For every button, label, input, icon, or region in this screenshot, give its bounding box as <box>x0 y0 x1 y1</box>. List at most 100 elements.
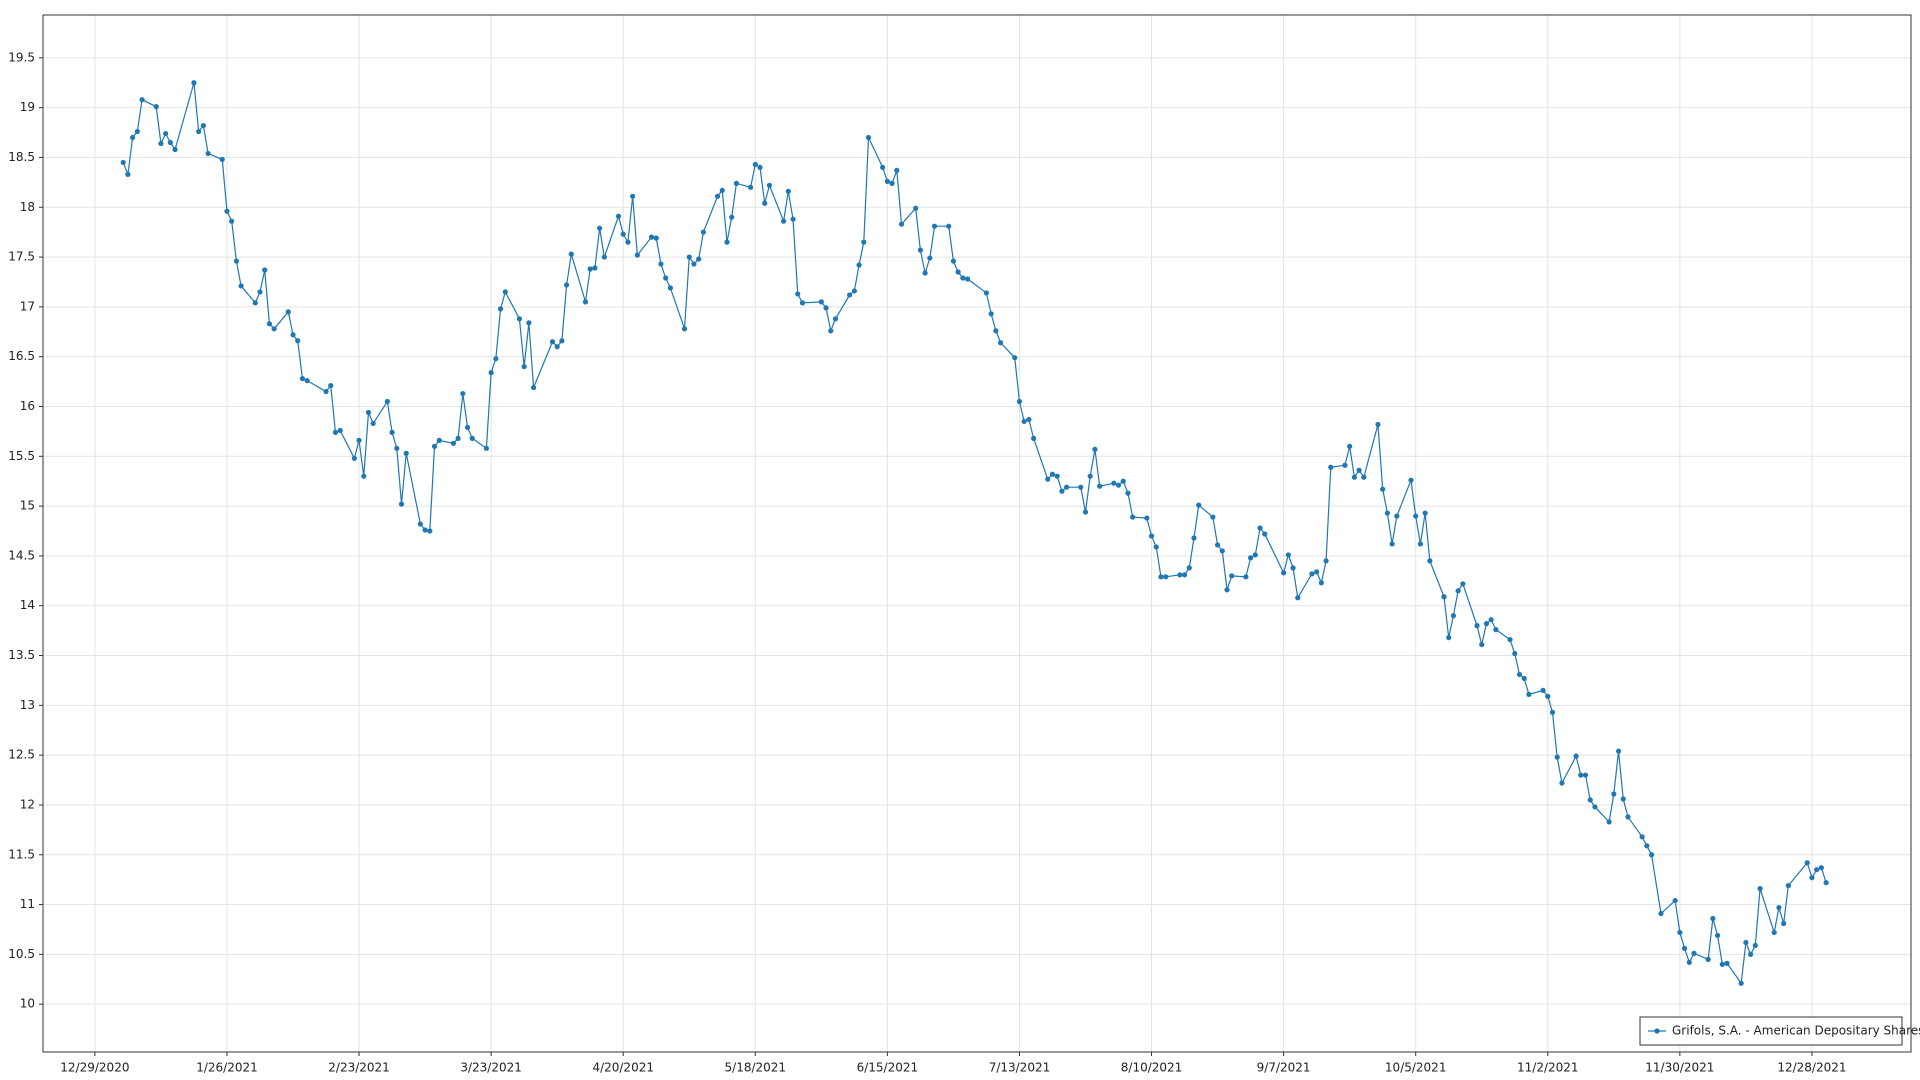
data-point <box>931 223 938 229</box>
data-point <box>455 435 461 441</box>
data-point <box>417 521 423 527</box>
data-point <box>747 184 754 190</box>
data-point <box>1648 852 1655 858</box>
data-point <box>172 146 178 153</box>
data-point <box>1681 945 1688 951</box>
data-point <box>597 225 603 231</box>
data-point <box>1252 552 1258 558</box>
data-point <box>1059 488 1065 494</box>
data-point <box>502 289 508 295</box>
data-point <box>1012 355 1018 361</box>
data-point <box>1125 490 1131 496</box>
data-point <box>696 256 702 262</box>
data-point <box>894 167 900 174</box>
data-point <box>1285 552 1291 558</box>
data-point <box>1549 709 1556 715</box>
data-point <box>1705 956 1711 962</box>
data-point <box>431 443 438 449</box>
data-point <box>1281 570 1287 576</box>
data-point <box>1743 939 1749 946</box>
legend: Grifols, S.A. - American Depositary Shar… <box>1639 1016 1920 1046</box>
data-point <box>1031 435 1037 441</box>
data-point <box>332 429 339 435</box>
data-point <box>1748 951 1754 957</box>
data-point <box>917 247 923 253</box>
data-point <box>130 134 136 141</box>
data-point <box>1714 932 1721 939</box>
data-point <box>1719 961 1725 967</box>
y-tick-label: 12 <box>20 797 35 811</box>
data-point <box>158 140 164 147</box>
data-point <box>328 382 334 389</box>
x-tick-label: 5/18/2021 <box>725 1061 787 1075</box>
data-point <box>526 320 532 326</box>
data-point <box>365 409 372 416</box>
data-point <box>993 328 999 334</box>
data-point <box>1427 558 1433 564</box>
data-point <box>1328 464 1334 470</box>
data-point <box>483 445 490 451</box>
data-point <box>1191 535 1197 541</box>
x-tick-label: 4/20/2021 <box>592 1061 654 1075</box>
data-point <box>1045 476 1051 482</box>
data-point <box>1521 675 1527 682</box>
data-point <box>1351 474 1357 480</box>
data-point <box>436 437 442 443</box>
data-point <box>1186 565 1192 571</box>
x-tick-label: 12/28/2021 <box>1777 1061 1846 1075</box>
data-point <box>785 188 791 194</box>
data-point <box>1658 910 1664 917</box>
data-point <box>167 139 173 146</box>
data-point <box>1488 617 1494 623</box>
data-point <box>780 218 787 224</box>
data-point <box>1224 587 1230 593</box>
data-point <box>889 180 895 186</box>
data-point <box>691 261 697 267</box>
y-tick-label: 17 <box>20 299 35 313</box>
data-point <box>1153 544 1159 550</box>
data-point <box>1408 477 1414 483</box>
x-tick-label: 12/29/2020 <box>60 1061 129 1075</box>
data-point <box>1087 473 1093 479</box>
data-point <box>1606 819 1612 825</box>
data-point <box>818 299 824 305</box>
data-point <box>1092 446 1098 452</box>
data-point <box>549 339 556 345</box>
y-tick-label: 16 <box>20 399 35 413</box>
data-point <box>304 377 310 384</box>
data-point <box>163 130 169 137</box>
data-point <box>950 258 957 264</box>
data-point <box>983 290 990 296</box>
data-point <box>1078 484 1084 490</box>
data-point <box>1587 797 1593 803</box>
data-point <box>1111 480 1117 486</box>
data-point <box>266 321 273 327</box>
x-tick-label: 10/5/2021 <box>1385 1061 1447 1075</box>
x-tick-label: 2/23/2021 <box>328 1061 390 1075</box>
data-point <box>1691 950 1697 956</box>
data-point <box>1578 772 1584 778</box>
data-point <box>1064 484 1070 490</box>
data-point <box>1413 513 1419 519</box>
legend-marker <box>1654 1028 1660 1034</box>
data-point <box>828 328 834 334</box>
data-point <box>1757 886 1763 892</box>
data-point <box>1290 565 1296 571</box>
data-point <box>795 291 801 297</box>
data-point <box>233 258 240 264</box>
data-point <box>1309 571 1315 577</box>
data-point <box>1342 462 1348 468</box>
data-point <box>1243 574 1249 580</box>
data-point <box>1257 525 1263 531</box>
x-tick-label: 11/2/2021 <box>1517 1061 1579 1075</box>
y-tick-label: 18 <box>20 200 35 214</box>
data-point <box>1120 478 1126 484</box>
data-point <box>1483 621 1490 627</box>
data-point <box>757 164 763 171</box>
data-point <box>464 424 471 431</box>
data-point <box>880 164 886 171</box>
data-point <box>205 150 211 157</box>
data-point <box>592 265 598 271</box>
data-point <box>601 254 607 260</box>
y-tick-label: 18.5 <box>8 150 35 164</box>
